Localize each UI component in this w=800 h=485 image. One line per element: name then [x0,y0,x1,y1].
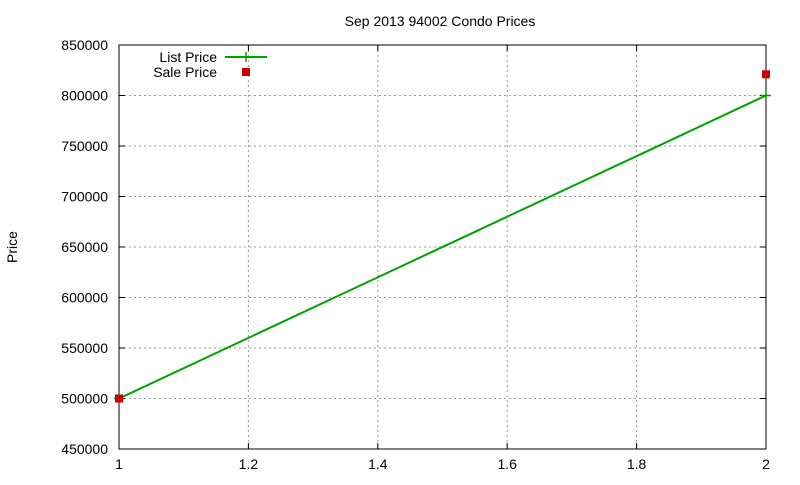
y-tick-label: 600000 [61,290,108,306]
x-tick-label: 1.6 [497,456,517,472]
square-point-marker [762,70,770,79]
x-tick-label: 1 [115,456,123,472]
series-layer [114,70,771,404]
y-tick-label: 750000 [61,138,108,154]
y-tick-label: 550000 [61,340,108,356]
list-price-line [118,94,767,400]
x-tick-label: 1.4 [368,456,388,472]
legend-label: List Price [159,49,217,65]
x-tick-label: 1.2 [239,456,259,472]
square-point-marker [242,68,250,76]
legend-label: Sale Price [153,64,217,80]
x-tick-label: 2 [762,456,770,472]
axis-ticks: 1 1.2 1.4 1.6 1.8 2 450000 500000 550000 600000 65… [61,37,770,472]
plus-point-marker [761,90,771,101]
y-tick-label: 850000 [61,37,108,53]
x-tick-label: 1.8 [627,456,647,472]
grid [119,45,766,449]
y-tick-label: 700000 [61,189,108,205]
y-tick-label: 650000 [61,239,108,255]
y-tick-label: 500000 [61,391,108,407]
y-axis-label: Price [4,231,20,263]
y-tick-label: 800000 [61,88,108,104]
square-point-marker [115,394,123,403]
y-tick-label: 450000 [61,441,108,457]
chart-title: Sep 2013 94002 Condo Prices [345,13,536,29]
plus-point-marker [241,52,251,62]
